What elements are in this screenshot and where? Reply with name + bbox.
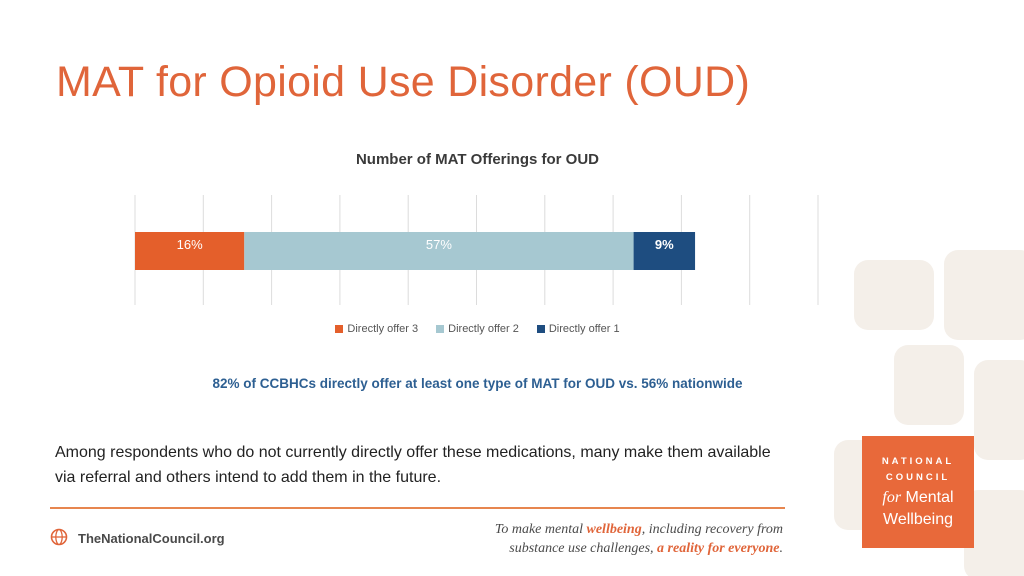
tagline-text-3: substance use challenges, [509,541,658,556]
logo-for: for [882,489,902,506]
footer-website[interactable]: TheNationalCouncil.org [50,528,225,549]
tagline-accent-2: a reality for everyone [657,541,780,556]
bar-data-label-2: 57% [426,237,452,252]
logo-line-3: Mental [901,489,954,506]
legend-swatch [436,325,445,333]
tagline-text-1: To make mental [494,522,587,537]
legend-swatch [335,325,344,333]
tagline-accent-1: wellbeing [586,522,642,537]
page-title: MAT for Opioid Use Disorder (OUD) [56,58,751,106]
chart-title: Number of MAT Offerings for OUD [355,151,600,168]
bar-segment-2 [244,232,634,270]
legend-label: Directly offer 2 [448,323,519,335]
decorative-background [834,250,1024,576]
footer-divider [50,507,785,509]
logo-line-1: NATIONAL [881,456,955,467]
summary-note: 82% of CCBHCs directly offer at least on… [212,376,743,391]
body-paragraph: Among respondents who do not currently d… [55,444,771,486]
bar-segment-3 [633,232,696,270]
national-council-logo: NATIONAL COUNCIL for Mental Wellbeing [862,436,974,548]
legend-item-2: Directly offer 2 [436,323,519,335]
website-link[interactable]: TheNationalCouncil.org [78,531,225,546]
logo-line-4: Wellbeing [883,511,953,528]
tagline-text-2: , including recovery from [641,522,783,537]
globe-icon [50,528,68,549]
legend-item-3: Directly offer 1 [536,323,620,335]
legend-label: Directly offer 1 [548,323,620,335]
bar-data-label-1: 16% [177,237,203,252]
tagline-end: . [779,541,784,556]
chart-legend: Directly offer 3 Directly offer 2 Directly… [0,323,955,335]
bar-data-label-3: 9% [655,237,674,252]
legend-label: Directly offer 3 [347,323,419,335]
legend-swatch [536,325,545,333]
tagline: To make mental wellbeing, including reco… [495,520,783,558]
legend-item-1: Directly offer 3 [335,323,418,335]
logo-line-2: COUNCIL [885,472,951,483]
bar-segment-1 [135,232,245,270]
